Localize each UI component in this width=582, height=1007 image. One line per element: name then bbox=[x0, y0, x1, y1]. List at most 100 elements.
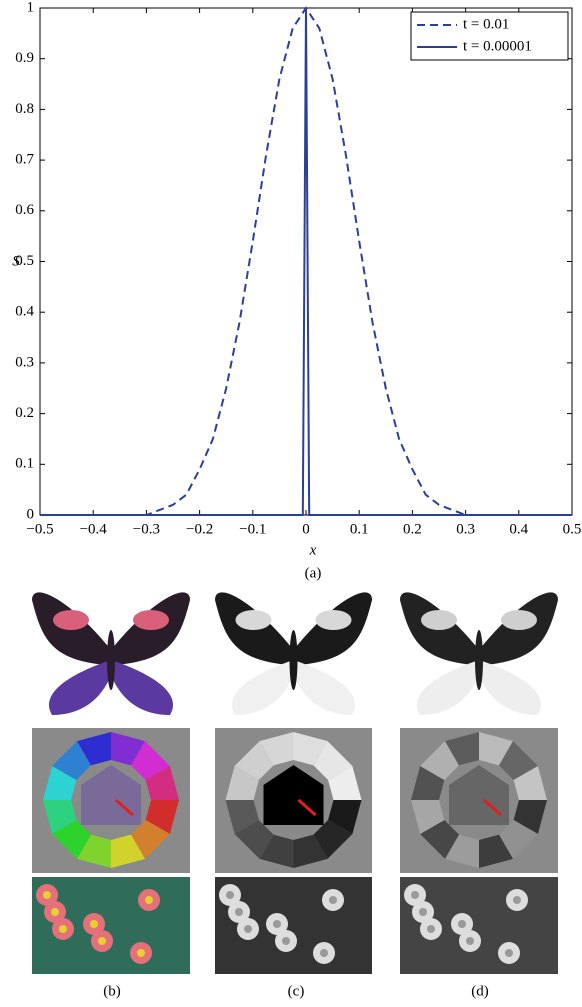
butterfly-wing bbox=[231, 660, 294, 715]
wheel-segment bbox=[225, 800, 259, 834]
butterfly-spots bbox=[421, 610, 457, 630]
flower-center bbox=[59, 925, 67, 933]
wheel-segment bbox=[131, 741, 170, 780]
flower-center bbox=[244, 925, 252, 933]
flower-center bbox=[145, 896, 153, 904]
flower-center bbox=[419, 908, 427, 916]
legend-label: t = 0.01 bbox=[463, 16, 509, 32]
wheel-segment bbox=[111, 732, 145, 766]
butterfly-wing bbox=[479, 660, 542, 715]
flower-center bbox=[282, 937, 290, 945]
wheel-segment bbox=[145, 800, 179, 834]
wheel-segment bbox=[499, 820, 538, 859]
flower-center bbox=[320, 949, 328, 957]
butterfly-wing bbox=[48, 660, 111, 715]
x-tick-label: −0.4 bbox=[80, 521, 108, 537]
flower-center bbox=[98, 937, 106, 945]
y-tick-label: 0.7 bbox=[15, 152, 34, 168]
flower-center bbox=[505, 949, 513, 957]
image-panels bbox=[32, 592, 558, 974]
wheel-segment bbox=[43, 766, 77, 800]
wheel-segment bbox=[225, 766, 259, 800]
y-tick-label: 0.5 bbox=[15, 253, 34, 269]
line bbox=[40, 7, 572, 516]
flower-center bbox=[513, 896, 521, 904]
butterfly-wing bbox=[416, 660, 479, 715]
flower-center bbox=[235, 908, 243, 916]
x-tick-label: 0.2 bbox=[403, 521, 422, 537]
y-tick-label: 0.1 bbox=[15, 456, 34, 472]
legend-box bbox=[410, 11, 569, 61]
y-tick-label: 0.4 bbox=[15, 304, 34, 320]
x-tick-label: 0.5 bbox=[563, 521, 582, 537]
butterfly-spots bbox=[53, 610, 89, 630]
x-tick-label: −0.3 bbox=[133, 521, 160, 537]
wheel-segment bbox=[234, 820, 274, 859]
wheel-segment bbox=[293, 834, 328, 868]
wheel-segment bbox=[234, 741, 274, 780]
y-tick-label: 0.8 bbox=[15, 101, 34, 117]
y-axis-label: S bbox=[12, 253, 20, 269]
flower-center bbox=[273, 920, 281, 928]
flower-center bbox=[137, 949, 145, 957]
x-tick-label: −0.2 bbox=[186, 521, 213, 537]
x-tick-label: −0.5 bbox=[26, 521, 53, 537]
flower-center bbox=[466, 937, 474, 945]
flower-center bbox=[90, 920, 98, 928]
wheel-segment bbox=[479, 834, 513, 868]
wheel-segment bbox=[420, 820, 459, 859]
wheel-segment bbox=[145, 766, 179, 800]
x-tick-label: −0.1 bbox=[239, 521, 266, 537]
butterfly-wing bbox=[293, 660, 356, 715]
butterfly-spots bbox=[315, 610, 352, 630]
wheel-segment bbox=[420, 741, 459, 780]
wheel-segment bbox=[328, 766, 362, 800]
wheel-segment bbox=[52, 820, 91, 859]
flower-center bbox=[458, 920, 466, 928]
x-tick-label: 0.4 bbox=[509, 521, 528, 537]
wheel-segment bbox=[445, 732, 479, 766]
wheel-segment bbox=[411, 766, 445, 800]
wheel-segment bbox=[111, 834, 145, 868]
flower-center bbox=[411, 891, 419, 899]
butterfly-wing bbox=[111, 660, 174, 715]
wheel-segment bbox=[513, 766, 547, 800]
wheel-segment bbox=[513, 800, 547, 834]
arrow bbox=[483, 798, 502, 817]
wheel-segment bbox=[313, 741, 353, 780]
butterfly-body bbox=[107, 630, 115, 690]
wheel-segment bbox=[499, 741, 538, 780]
wheel-segment bbox=[259, 834, 294, 868]
wheel-segment bbox=[43, 800, 77, 834]
wheel-segment bbox=[313, 820, 353, 859]
y-tick-label: 0.9 bbox=[15, 50, 34, 66]
butterfly-body bbox=[475, 630, 483, 690]
x-tick-label: 0.3 bbox=[456, 521, 475, 537]
flower-center bbox=[226, 891, 234, 899]
wheel-segment bbox=[293, 732, 328, 766]
butterfly-spots bbox=[501, 610, 537, 630]
legend-label: t = 0.00001 bbox=[463, 38, 532, 54]
wheel-segment bbox=[131, 820, 170, 859]
wheel-segment bbox=[479, 732, 513, 766]
wheel-segment bbox=[52, 741, 91, 780]
x-tick-label: 0.1 bbox=[350, 521, 369, 537]
flower-center bbox=[43, 891, 51, 899]
flower-center bbox=[51, 908, 59, 916]
butterfly-spots bbox=[133, 610, 169, 630]
wheel-segment bbox=[77, 732, 111, 766]
caption: (a) bbox=[305, 565, 322, 581]
y-tick-label: 0.6 bbox=[15, 202, 34, 218]
y-tick-label: 0 bbox=[27, 506, 35, 522]
arrow bbox=[297, 798, 317, 817]
x-axis-label: x bbox=[309, 542, 317, 558]
y-tick-label: 0.3 bbox=[15, 354, 34, 370]
y-tick-label: 1 bbox=[27, 0, 35, 15]
wheel-segment bbox=[411, 800, 445, 834]
x-tick-label: 0 bbox=[302, 521, 310, 537]
panel-label: (d) bbox=[471, 983, 489, 999]
butterfly-spots bbox=[235, 610, 272, 630]
arrow bbox=[115, 798, 134, 817]
